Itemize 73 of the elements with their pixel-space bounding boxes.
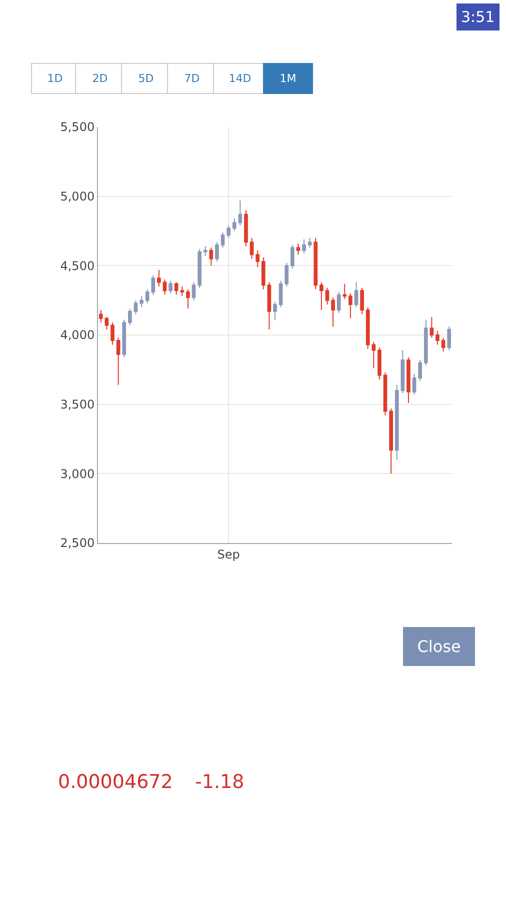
- candlestick: [331, 297, 335, 328]
- candlestick: [192, 282, 196, 301]
- candlestick: [273, 301, 277, 320]
- candlestick: [128, 308, 132, 326]
- candlestick: [389, 408, 393, 474]
- text: 7D: [184, 72, 200, 85]
- candlestick: [424, 319, 428, 366]
- candlestick: [308, 237, 312, 248]
- candlestick: [441, 337, 446, 352]
- candlestick: [278, 280, 283, 308]
- candlestick: [267, 282, 272, 330]
- y-tick-label: 3,000: [60, 466, 95, 481]
- candlestick: [168, 280, 172, 294]
- candlestick: [284, 262, 289, 287]
- candlestick: [232, 218, 236, 232]
- candlestick: [406, 356, 410, 404]
- candlestick: [348, 292, 352, 319]
- x-tick-label: Sep: [217, 547, 240, 562]
- text: 1M: [280, 72, 296, 85]
- candlestick: [430, 316, 434, 338]
- candlestick: [98, 310, 103, 324]
- text: Close: [417, 637, 461, 656]
- text: 2D: [92, 72, 108, 85]
- candlestick: [418, 359, 422, 382]
- y-tick-label: 2,500: [60, 536, 95, 550]
- candlestick: [378, 346, 382, 380]
- candlestick: [203, 246, 208, 256]
- candlestick: [104, 316, 109, 330]
- candlestick: [261, 256, 266, 290]
- candlestick: [296, 242, 300, 256]
- candlestick: [302, 238, 306, 254]
- candlestick: [360, 287, 364, 315]
- candlestick: [110, 322, 114, 346]
- candlestick: [116, 337, 120, 386]
- candlestick: [447, 326, 452, 351]
- candlestick: [122, 319, 126, 358]
- candlestick: [162, 279, 167, 296]
- candlestick: [238, 200, 242, 226]
- text: 3:51: [461, 8, 495, 26]
- candlestick: [186, 288, 190, 310]
- text: 5D: [138, 72, 154, 85]
- y-tick-label: 4,000: [60, 328, 95, 342]
- candlestick: [436, 330, 440, 346]
- candlestick: [400, 350, 405, 394]
- text: 1D: [47, 72, 63, 85]
- y-tick-label: 4,500: [60, 258, 95, 273]
- candlestick: [209, 247, 214, 266]
- candlestick: [198, 248, 202, 288]
- y-tick-label: 3,500: [60, 398, 95, 412]
- text: 14D: [228, 72, 252, 85]
- candlestick: [290, 244, 294, 269]
- candlestick: [354, 282, 358, 308]
- candlestick: [325, 287, 330, 305]
- candlestick: [140, 296, 144, 308]
- candlestick: [412, 373, 416, 396]
- candlestick: [394, 384, 399, 460]
- candlestick: [134, 300, 138, 315]
- candlestick: [226, 224, 230, 238]
- candlestick: [336, 292, 341, 314]
- candlestick: [157, 269, 161, 287]
- y-tick-label: 5,000: [60, 190, 95, 204]
- candlestick: [342, 283, 347, 300]
- candlestick: [314, 237, 318, 290]
- candlestick: [250, 237, 254, 260]
- text: -1.18: [195, 771, 244, 793]
- candlestick: [220, 232, 225, 248]
- candlestick: [320, 282, 324, 311]
- text: 0.00004672: [58, 771, 173, 793]
- y-tick-label: 5,500: [60, 120, 95, 134]
- candlestick: [256, 250, 260, 268]
- candlestick: [383, 372, 388, 416]
- candlestick: [215, 242, 219, 262]
- candlestick: [244, 210, 248, 247]
